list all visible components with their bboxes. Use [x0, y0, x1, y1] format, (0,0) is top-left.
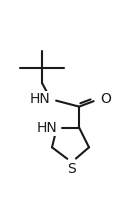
- Text: HN: HN: [36, 121, 57, 135]
- Text: S: S: [67, 162, 76, 176]
- Text: HN: HN: [30, 92, 51, 106]
- Text: O: O: [100, 92, 111, 106]
